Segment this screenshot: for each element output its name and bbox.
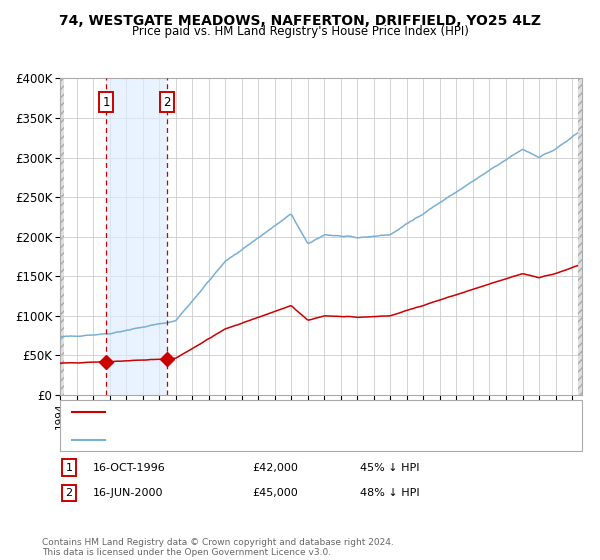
Text: 48% ↓ HPI: 48% ↓ HPI [360, 488, 419, 498]
Text: 16-OCT-1996: 16-OCT-1996 [93, 463, 166, 473]
Text: Contains HM Land Registry data © Crown copyright and database right 2024.
This d: Contains HM Land Registry data © Crown c… [42, 538, 394, 557]
Text: £45,000: £45,000 [252, 488, 298, 498]
Text: 74, WESTGATE MEADOWS, NAFFERTON, DRIFFIELD, YO25 4LZ: 74, WESTGATE MEADOWS, NAFFERTON, DRIFFIE… [59, 14, 541, 28]
Text: 2: 2 [65, 488, 73, 498]
Text: 74, WESTGATE MEADOWS, NAFFERTON, DRIFFIELD, YO25 4LZ (detached house): 74, WESTGATE MEADOWS, NAFFERTON, DRIFFIE… [111, 407, 526, 417]
Text: 45% ↓ HPI: 45% ↓ HPI [360, 463, 419, 473]
Text: 16-JUN-2000: 16-JUN-2000 [93, 488, 163, 498]
Text: Price paid vs. HM Land Registry's House Price Index (HPI): Price paid vs. HM Land Registry's House … [131, 25, 469, 38]
Bar [60, 78, 64, 395]
Text: 2: 2 [163, 96, 170, 109]
Text: HPI: Average price, detached house, East Riding of Yorkshire: HPI: Average price, detached house, East… [111, 435, 427, 445]
Text: 1: 1 [103, 96, 110, 109]
Text: £42,000: £42,000 [252, 463, 298, 473]
Text: 1: 1 [65, 463, 73, 473]
Bar [106, 78, 167, 395]
Bar [578, 78, 583, 395]
